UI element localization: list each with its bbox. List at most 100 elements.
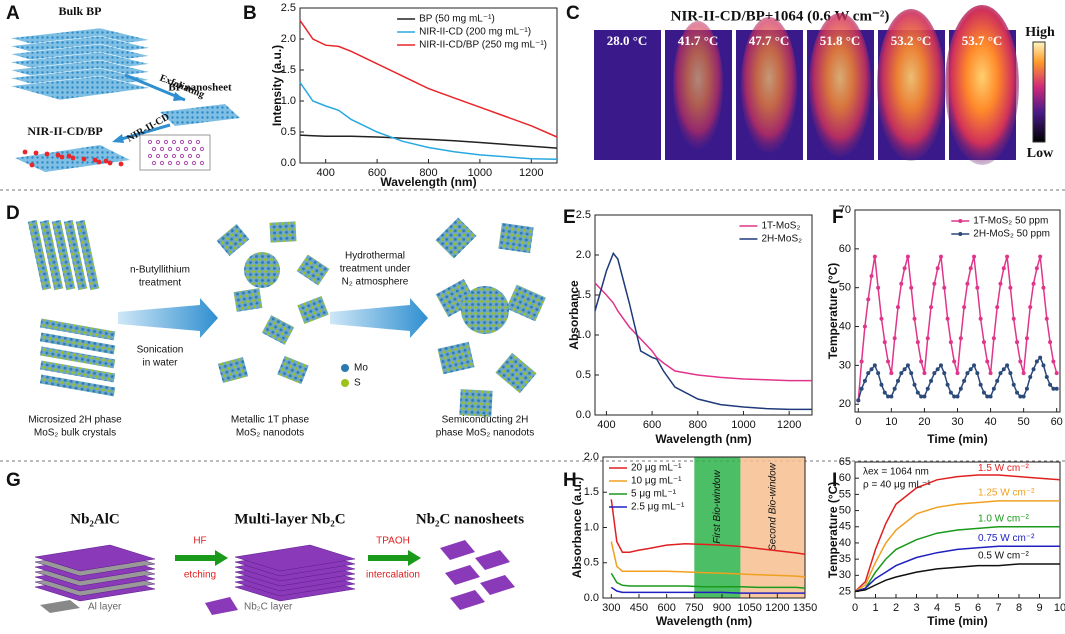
- inset-lattice: [147, 139, 205, 166]
- point: [1048, 382, 1053, 387]
- atom: [183, 160, 189, 166]
- point: [988, 394, 993, 399]
- point: [925, 386, 930, 391]
- al-layer: [40, 600, 80, 613]
- x-tick-label: 20: [918, 416, 930, 428]
- carbon-dots: [22, 149, 124, 168]
- y-axis-label: Absorbance (a.u.): [570, 477, 584, 578]
- point: [895, 378, 900, 383]
- caption: MoS₂ nanodots: [236, 428, 304, 439]
- carbon-dot: [59, 154, 65, 160]
- x-tick-label: 30: [951, 416, 963, 428]
- x-tick-label: 600: [657, 602, 675, 614]
- point: [1041, 363, 1046, 368]
- carbon-dot: [70, 155, 76, 161]
- point: [882, 340, 887, 345]
- bulk-crystals: [27, 219, 116, 397]
- bulk-bp: [9, 27, 151, 101]
- nanodot: [461, 286, 509, 334]
- point: [958, 336, 963, 341]
- label: n-Butyllithium: [130, 265, 190, 276]
- point: [889, 394, 894, 399]
- y-tick-label: 30: [839, 359, 851, 371]
- nanodot: [296, 254, 330, 286]
- point: [948, 340, 953, 345]
- panel-label: I: [832, 470, 837, 491]
- point: [862, 378, 867, 383]
- point: [945, 382, 950, 387]
- y-tick-label: 40: [839, 320, 851, 332]
- color-bar: [1032, 41, 1046, 143]
- nanodot: [498, 222, 534, 254]
- y-tick-label: 65: [839, 456, 851, 468]
- point: [899, 371, 904, 376]
- x-tick-label: 800: [689, 419, 707, 431]
- point: [972, 363, 977, 368]
- x-tick-label: 50: [1018, 416, 1030, 428]
- point: [988, 371, 993, 376]
- hot-spot: [877, 9, 945, 161]
- temperature-label: 53.2 °C: [891, 33, 932, 48]
- atom: [151, 146, 157, 152]
- point: [1051, 359, 1056, 364]
- point: [886, 394, 891, 399]
- point: [909, 371, 914, 376]
- nanodot: [261, 315, 295, 345]
- point: [932, 371, 937, 376]
- atom: [159, 160, 165, 166]
- slab: [27, 219, 52, 291]
- point: [876, 371, 881, 376]
- panel-label: F: [832, 207, 844, 228]
- point: [975, 371, 980, 376]
- series-line: [857, 256, 1058, 401]
- point: [879, 316, 884, 321]
- point: [975, 285, 980, 290]
- annotation: λex = 1064 nm: [863, 467, 929, 478]
- atom: [175, 160, 181, 166]
- x-tick-label: 1000: [731, 419, 755, 431]
- legend-label: Nb₂C layer: [244, 602, 293, 613]
- y-axis-label: Intensity (a.u.): [270, 45, 284, 126]
- legend-label: 2H-MoS₂: [761, 234, 802, 245]
- point: [1041, 285, 1046, 290]
- slab: [51, 219, 76, 291]
- nanodot: [459, 389, 493, 417]
- series-line: [594, 282, 812, 382]
- point: [889, 371, 894, 376]
- point: [1024, 336, 1029, 341]
- y-tick-label: 2.0: [576, 249, 591, 261]
- y-tick-label: 1.5: [584, 486, 599, 498]
- x-tick-label: 450: [630, 602, 648, 614]
- y-tick-label: 2.0: [281, 33, 296, 45]
- point: [1001, 266, 1006, 271]
- point: [981, 340, 986, 345]
- x-tick-label: 7: [995, 602, 1001, 614]
- point: [1015, 340, 1020, 345]
- legend-marker: [958, 219, 963, 223]
- nanosheet: [450, 590, 485, 610]
- y-tick-label: 0.5: [576, 369, 591, 381]
- legend-label: Al layer: [88, 602, 122, 613]
- point: [1011, 316, 1016, 321]
- s-atom: [341, 379, 349, 387]
- y-tick-label: 1.0: [281, 95, 296, 107]
- point: [991, 336, 996, 341]
- y-tick-label: 0.5: [584, 557, 599, 569]
- y-tick-label: 1.5: [576, 289, 591, 301]
- arrow-head: [408, 550, 421, 566]
- layer: [34, 544, 156, 572]
- point: [965, 371, 970, 376]
- point: [912, 382, 917, 387]
- y-tick-label: 25: [839, 585, 851, 597]
- label: treatment under: [340, 264, 411, 275]
- point: [945, 316, 950, 321]
- caption: Semiconducting 2H: [442, 415, 529, 426]
- point: [998, 371, 1003, 376]
- y-axis-label: Absorbance: [567, 280, 581, 350]
- nb2c-layer: [205, 597, 238, 615]
- slab: [39, 318, 116, 341]
- series-line: [610, 586, 805, 594]
- y-tick-label: 2.0: [584, 451, 599, 463]
- point: [952, 359, 957, 364]
- arrow-head: [112, 134, 124, 143]
